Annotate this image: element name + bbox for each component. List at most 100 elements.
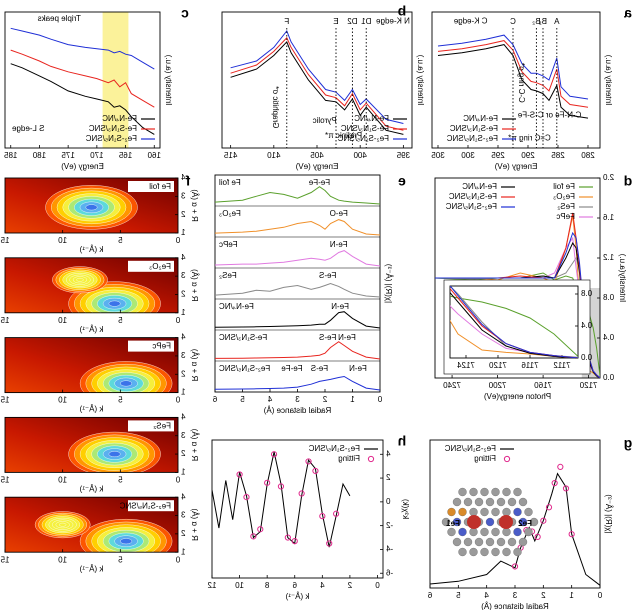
atom bbox=[502, 547, 511, 557]
peak-label: D2 bbox=[347, 17, 358, 26]
atom bbox=[491, 487, 500, 497]
data-line bbox=[212, 451, 351, 548]
y-tick-label: 1 bbox=[180, 308, 185, 317]
fit-point bbox=[540, 517, 547, 524]
atom bbox=[524, 507, 533, 517]
y-axis-label: R + α (Å) bbox=[190, 189, 199, 222]
atom bbox=[496, 497, 506, 507]
data-line bbox=[214, 341, 381, 360]
fit-point bbox=[568, 531, 575, 538]
legend-marker bbox=[367, 455, 375, 463]
legend-label: Fe-S₁N₃/SNC bbox=[89, 124, 137, 133]
data-line bbox=[437, 44, 589, 119]
y-tick-label: 1 bbox=[180, 228, 185, 237]
atom bbox=[485, 537, 495, 547]
atom bbox=[469, 507, 478, 517]
annotation: C-N-Fe or C-S-Fe bbox=[517, 110, 581, 119]
annotation: Triple peaks bbox=[38, 14, 81, 23]
fit-point bbox=[312, 467, 319, 475]
x-tick-label: 290 bbox=[521, 151, 535, 160]
y-tick-label: 2 bbox=[385, 473, 390, 482]
y-tick-label: 2 bbox=[180, 210, 185, 219]
x-tick-label: 5 bbox=[118, 396, 123, 405]
wavelet-peak bbox=[59, 522, 67, 527]
fit-point bbox=[291, 538, 298, 545]
x-tick-label: 295 bbox=[491, 151, 505, 160]
peak-label: C bbox=[510, 17, 516, 26]
x-tick-label: 4 bbox=[320, 581, 325, 590]
fit-point bbox=[270, 451, 278, 458]
atom bbox=[502, 487, 511, 497]
legend-label: FePc bbox=[556, 212, 575, 221]
atom bbox=[480, 487, 489, 497]
fe-atom bbox=[467, 515, 481, 529]
fit-point bbox=[298, 490, 305, 497]
legend-label: Fe-N₄/NC bbox=[354, 114, 389, 123]
plot-frame bbox=[449, 285, 579, 359]
x-tick-label: 305 bbox=[431, 151, 445, 160]
data-line bbox=[450, 286, 578, 358]
y-axis-label: k³χ(k) bbox=[401, 499, 410, 520]
atom bbox=[529, 517, 539, 527]
map-area bbox=[52, 266, 161, 313]
x-tick-label: 15 bbox=[0, 316, 9, 325]
data-line bbox=[435, 231, 600, 378]
atom bbox=[469, 527, 478, 537]
data-line bbox=[214, 282, 381, 298]
wavelet-peak bbox=[108, 300, 121, 307]
highlight-band bbox=[102, 12, 129, 148]
y-axis-label: Intensity (a.u.) bbox=[604, 54, 613, 105]
y-axis-label: Intensity (a.u.) bbox=[164, 54, 173, 105]
y-tick-label: 0.8 bbox=[580, 289, 592, 298]
x-tick-label: 3 bbox=[295, 395, 300, 404]
data-line bbox=[10, 49, 155, 108]
x-tick-label: 0 bbox=[175, 476, 180, 485]
x-tick-label: 0 bbox=[175, 316, 180, 325]
legend-label: Fe foil bbox=[553, 182, 575, 191]
data-line bbox=[450, 286, 578, 358]
annotation: Pyrolic bbox=[313, 116, 337, 125]
x-axis-label: k (Å⁻¹) bbox=[79, 405, 103, 414]
plot-area bbox=[430, 463, 600, 586]
y-tick-label: 1.6 bbox=[602, 213, 614, 222]
plot-area bbox=[437, 34, 589, 119]
atom bbox=[485, 517, 495, 527]
y-tick-label: -2 bbox=[385, 521, 393, 530]
panel-letter: g bbox=[624, 435, 633, 451]
panel-letter: e bbox=[398, 173, 406, 189]
data-line bbox=[214, 311, 381, 329]
x-tick-label: 0 bbox=[175, 396, 180, 405]
atom bbox=[463, 537, 473, 547]
row-label: FePc bbox=[219, 240, 238, 249]
x-axis-label: k (Å⁻¹) bbox=[79, 245, 103, 254]
y-axis-label: R + α (Å) bbox=[190, 428, 199, 461]
y-axis-label: R + α (Å) bbox=[190, 349, 199, 382]
annotation: N K-edge bbox=[376, 17, 410, 26]
peak-label: A bbox=[553, 17, 559, 26]
peak-label: F bbox=[284, 17, 289, 26]
x-tick-label: 5 bbox=[118, 476, 123, 485]
y-tick-label: 1 bbox=[180, 468, 185, 477]
y-tick-label: 4 bbox=[180, 492, 185, 501]
y-tick-label: 1.2 bbox=[602, 253, 614, 262]
x-tick-label: 6 bbox=[212, 395, 217, 404]
peak-label: B₁ bbox=[539, 17, 547, 26]
fit-point bbox=[243, 494, 250, 501]
x-axis-label: Photon energy(eV) bbox=[484, 392, 551, 401]
data-line bbox=[214, 250, 381, 267]
atom bbox=[469, 547, 478, 557]
fit-point bbox=[534, 533, 541, 540]
map-name: Fe₂O₃ bbox=[149, 262, 171, 271]
fit-point bbox=[257, 526, 264, 533]
y-tick-label: 3 bbox=[180, 271, 185, 280]
map-area bbox=[34, 511, 173, 553]
data-line bbox=[214, 219, 381, 236]
legend-label: Fe-S₁N₃/SNC bbox=[450, 124, 498, 133]
y-tick-label: 0.4 bbox=[602, 333, 614, 342]
y-tick-label: 0.0 bbox=[580, 353, 592, 362]
data-line bbox=[214, 186, 381, 205]
x-tick-label: 15 bbox=[0, 555, 9, 564]
legend-label: Fitting bbox=[474, 454, 496, 463]
x-tick-label: 7120 bbox=[489, 361, 507, 370]
